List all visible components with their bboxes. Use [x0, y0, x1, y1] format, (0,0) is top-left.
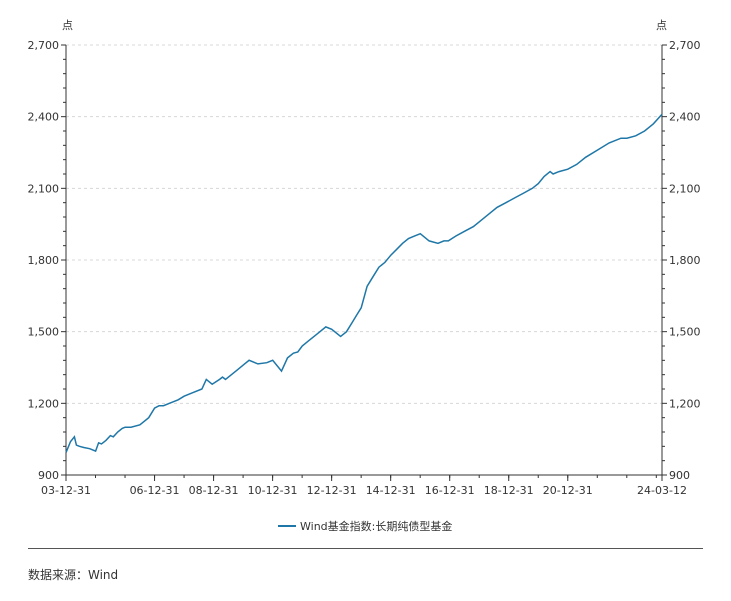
x-tick-label: 08-12-31 — [189, 484, 239, 497]
x-tick-label: 18-12-31 — [484, 484, 534, 497]
x-tick-label: 14-12-31 — [366, 484, 416, 497]
grid-lines — [66, 44, 662, 404]
y-tick-label-right: 2,400 — [669, 111, 701, 124]
series-line — [65, 113, 663, 453]
y-tick-label-left: 2,100 — [28, 182, 60, 195]
y-unit-right: 点 — [656, 19, 667, 32]
legend-label: Wind基金指数:长期纯债型基金 — [300, 519, 452, 533]
y-tick-label-right: 900 — [669, 469, 690, 482]
y-tick-label-right: 1,800 — [669, 254, 701, 267]
y-tick-label-right: 1,200 — [669, 397, 701, 410]
data-source: 数据来源：Wind — [28, 568, 119, 582]
y-ticks-left: 900 1,200 1,500 1,800 2,100 2,400 2,700 — [28, 39, 66, 482]
y-tick-label-left: 1,200 — [28, 397, 60, 410]
y-tick-label-left: 1,500 — [28, 326, 60, 339]
y-tick-label-left: 1,800 — [28, 254, 60, 267]
x-tick-label: 16-12-31 — [425, 484, 475, 497]
line-chart: 点 点 900 1,200 1,500 1,800 2,100 2,400 2,700 90… — [28, 19, 701, 533]
y-unit-left: 点 — [62, 19, 73, 32]
y-tick-label-left: 900 — [38, 469, 59, 482]
x-tick-label: 06-12-31 — [130, 484, 180, 497]
y-tick-label-left: 2,400 — [28, 111, 60, 124]
footer-divider — [28, 548, 703, 549]
y-tick-label-right: 1,500 — [669, 326, 701, 339]
y-tick-label-right: 2,100 — [669, 182, 701, 195]
x-tick-label: 10-12-31 — [248, 484, 298, 497]
y-tick-label-left: 2,700 — [28, 39, 60, 52]
y-ticks-right: 900 1,200 1,500 1,800 2,100 2,400 2,700 — [662, 39, 701, 482]
x-tick-label: 12-12-31 — [307, 484, 357, 497]
x-tick-label: 03-12-31 — [41, 484, 91, 497]
axes: 点 点 — [62, 19, 667, 476]
x-tick-label: 20-12-31 — [543, 484, 593, 497]
x-ticks: 03-12-31 06-12-31 08-12-31 10-12-31 12-12-31… — [41, 475, 687, 497]
y-tick-label-right: 2,700 — [669, 39, 701, 52]
x-tick-label: 24-03-12 — [637, 484, 687, 497]
legend: Wind基金指数:长期纯债型基金 — [278, 519, 452, 533]
